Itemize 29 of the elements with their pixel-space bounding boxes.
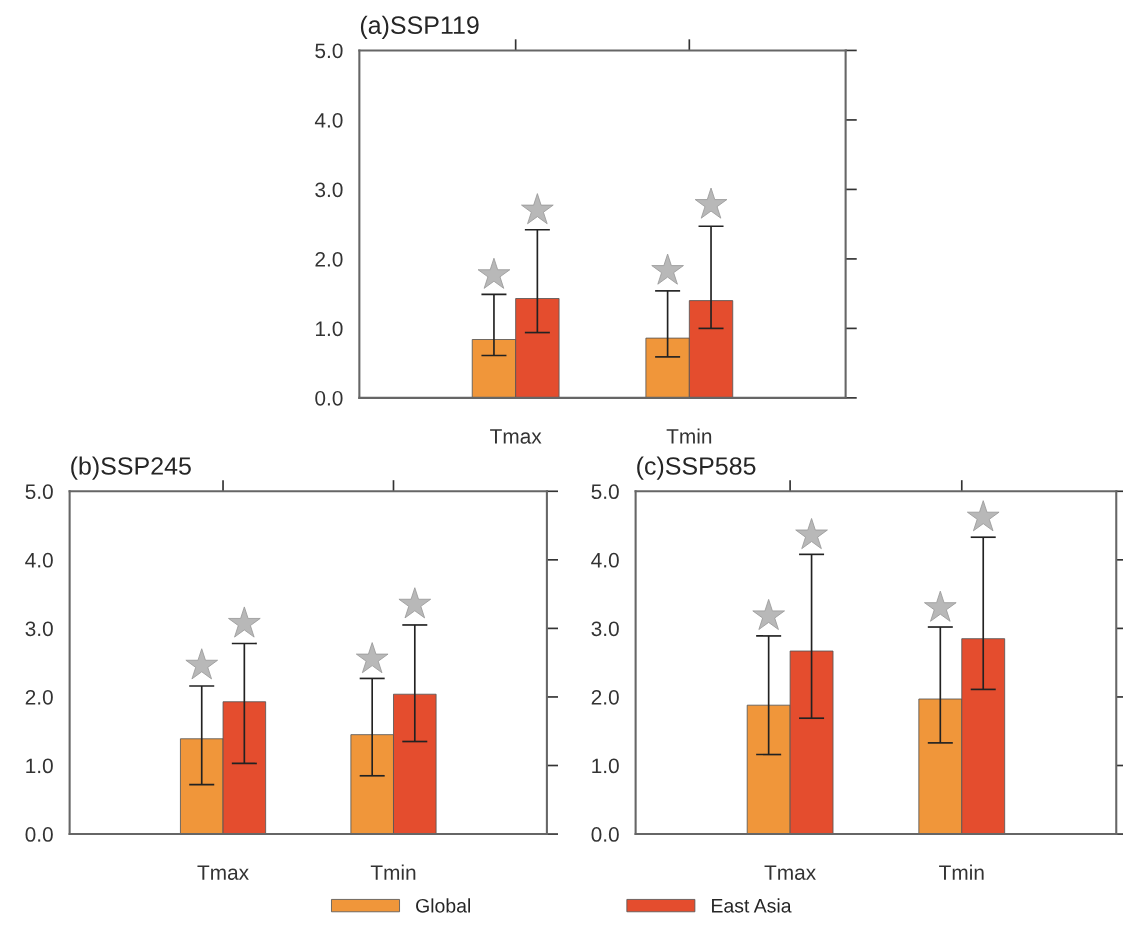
y-tick-label: 5.0 (315, 43, 343, 59)
chart-title: (a)SSP119 (360, 15, 479, 39)
y-tick-label: 0.0 (25, 827, 53, 842)
y-tick-label: 4.0 (591, 552, 619, 568)
y-tick-label: 3.0 (591, 621, 619, 637)
y-tick-label: 1.0 (316, 321, 343, 337)
y-tick-label: 5.0 (25, 484, 53, 500)
chart-title: (c)SSP585 (637, 456, 756, 480)
x-tick-label: Tmin (370, 864, 416, 880)
legend-label: Global (416, 898, 470, 913)
y-tick-label: 2.0 (25, 689, 53, 705)
y-tick-label: 2.0 (591, 689, 619, 705)
x-tick-label: Tmax (490, 429, 542, 444)
y-tick-label: 3.0 (25, 621, 53, 637)
x-tick-label: Tmin (939, 864, 984, 880)
y-tick-label: 0.0 (315, 390, 343, 406)
y-tick-label: 4.0 (314, 112, 343, 128)
chart-title: (b)SSP245 (71, 456, 191, 480)
y-tick-label: 1.0 (592, 758, 619, 774)
y-tick-label: 5.0 (591, 484, 619, 500)
y-tick-label: 1.0 (26, 758, 53, 774)
legend-label: East Asia (712, 898, 792, 913)
y-tick-label: 3.0 (315, 182, 343, 198)
x-tick-label: Tmin (666, 428, 712, 444)
y-tick-label: 4.0 (25, 552, 53, 568)
x-tick-label: Tmax (197, 865, 249, 880)
y-tick-label: 0.0 (591, 827, 619, 842)
x-tick-label: Tmax (764, 865, 816, 880)
y-tick-label: 2.0 (315, 251, 343, 267)
